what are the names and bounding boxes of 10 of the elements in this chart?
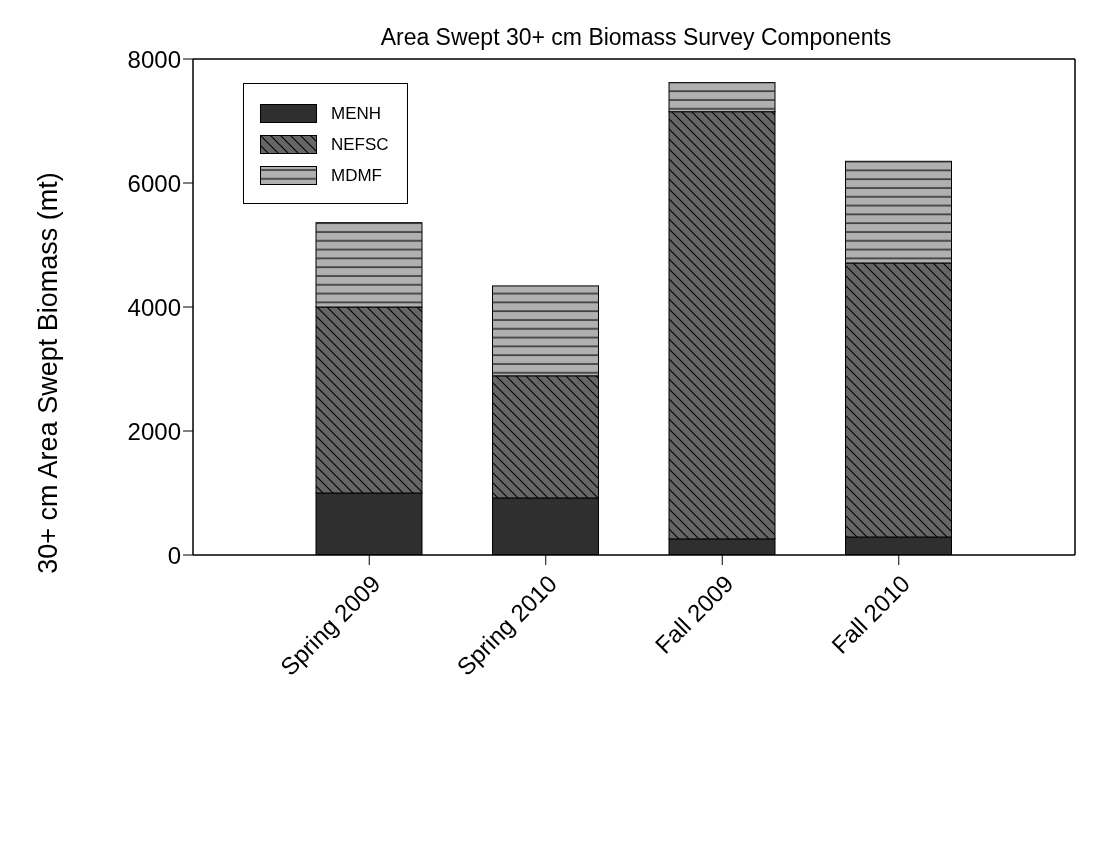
legend-label: MENH: [331, 103, 382, 124]
y-tick-label: 8000: [127, 45, 181, 73]
y-tick-label: 4000: [127, 293, 181, 321]
y-tick-label: 0: [167, 541, 181, 569]
y-tick-label: 6000: [127, 169, 181, 197]
y-tick-label: 2000: [127, 417, 181, 445]
chart-title: Area Swept 30+ cm Biomass Survey Components: [379, 24, 893, 51]
y-axis-title: 30+ cm Area Swept Biomass (mt): [32, 172, 64, 574]
legend-label: NEFSC: [331, 134, 389, 155]
legend-label: MDMF: [331, 165, 382, 186]
